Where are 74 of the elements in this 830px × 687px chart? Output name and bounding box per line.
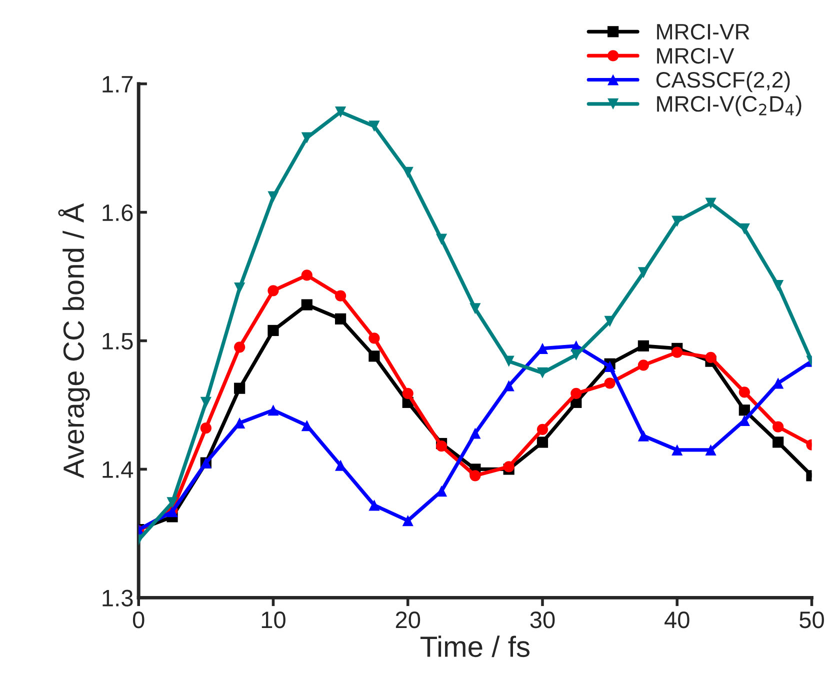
y-tick-label: 1.4 xyxy=(102,462,134,478)
point xyxy=(672,444,683,456)
point xyxy=(705,352,716,364)
point xyxy=(268,191,279,202)
point xyxy=(436,234,448,245)
point xyxy=(268,285,279,296)
point xyxy=(705,198,716,209)
point xyxy=(503,356,514,367)
y-tick-label: 1.3 xyxy=(102,590,133,606)
point xyxy=(503,461,514,472)
point xyxy=(604,378,616,389)
point xyxy=(470,428,481,439)
point xyxy=(738,223,750,235)
legend-label: MRCI-VR xyxy=(657,24,750,40)
point xyxy=(705,444,716,456)
point xyxy=(368,332,380,344)
point xyxy=(234,342,246,353)
point xyxy=(301,420,312,432)
point xyxy=(772,436,784,448)
point xyxy=(672,216,683,227)
point xyxy=(738,404,750,416)
point xyxy=(402,515,414,526)
point xyxy=(334,290,346,302)
point xyxy=(200,396,212,408)
x-tick-label: 40 xyxy=(664,612,690,628)
point xyxy=(503,380,514,392)
point xyxy=(536,424,548,435)
point xyxy=(470,470,481,482)
x-tick-label: 0 xyxy=(132,612,144,628)
point xyxy=(368,120,380,132)
point xyxy=(638,360,650,371)
point xyxy=(402,388,414,399)
point xyxy=(334,106,346,118)
point xyxy=(334,313,346,324)
point xyxy=(672,346,683,358)
point xyxy=(638,340,650,352)
point xyxy=(638,430,650,442)
point xyxy=(368,350,380,362)
y-tick-label: 1.5 xyxy=(102,333,133,350)
point xyxy=(368,500,380,511)
point xyxy=(604,360,616,372)
x-axis-title: Time / fs xyxy=(420,636,530,658)
legend-label: CASSCF(2,2) xyxy=(656,71,790,92)
x-tick-label: 20 xyxy=(396,612,420,628)
y-tick-label: 1.6 xyxy=(102,204,133,222)
point xyxy=(772,421,784,432)
point xyxy=(268,324,279,336)
point xyxy=(301,132,312,144)
point xyxy=(738,386,750,398)
x-tick-label: 30 xyxy=(530,612,555,628)
point xyxy=(402,166,414,178)
point xyxy=(200,422,212,434)
point xyxy=(234,417,246,429)
point xyxy=(470,303,481,314)
y-tick-label: 1.7 xyxy=(102,76,133,92)
point xyxy=(638,267,650,278)
point xyxy=(301,299,312,310)
legend-label: MRCI-V(C$_{2}$D$_{4}$) xyxy=(657,95,802,116)
point xyxy=(604,316,616,328)
point xyxy=(301,270,312,281)
x-tick-label: 50 xyxy=(800,612,824,628)
point xyxy=(334,460,346,471)
point xyxy=(772,280,784,292)
x-tick-label: 10 xyxy=(262,612,286,628)
point xyxy=(536,367,548,378)
y-axis-title: Average CC bond / Å xyxy=(58,203,90,478)
legend-label: MRCI-V xyxy=(657,48,734,64)
point xyxy=(234,282,246,294)
point xyxy=(570,388,582,399)
point xyxy=(436,440,448,452)
point xyxy=(268,404,279,416)
point xyxy=(234,382,246,394)
point xyxy=(536,436,548,448)
point xyxy=(166,497,178,508)
